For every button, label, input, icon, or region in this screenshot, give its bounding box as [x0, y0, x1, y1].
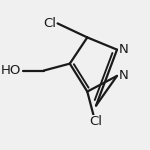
Text: Cl: Cl: [43, 17, 56, 30]
Text: HO: HO: [0, 64, 21, 77]
Text: N: N: [119, 43, 129, 56]
Text: Cl: Cl: [90, 115, 103, 128]
Text: N: N: [119, 69, 129, 82]
